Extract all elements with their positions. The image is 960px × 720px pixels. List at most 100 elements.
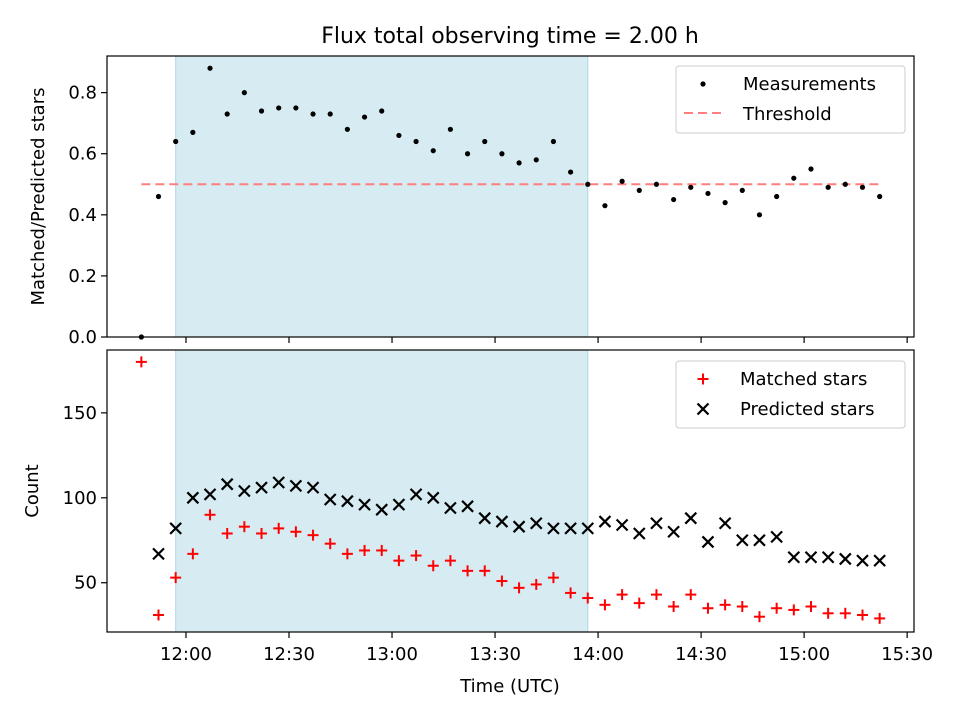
predicted-point xyxy=(375,503,389,516)
matched-point xyxy=(702,602,714,614)
x-stroke xyxy=(856,554,869,567)
matched-point xyxy=(788,604,800,616)
measurement-point xyxy=(722,200,728,206)
matched-point xyxy=(496,575,508,587)
predicted-point xyxy=(547,522,560,535)
y-tick-label: 50 xyxy=(74,573,97,594)
top-y-axis-label: Matched/Predicted stars xyxy=(28,88,49,306)
y-tick-label: 150 xyxy=(63,403,97,424)
x-stroke xyxy=(409,488,423,501)
matched-point xyxy=(565,587,577,599)
x-stroke xyxy=(495,515,509,528)
matched-point xyxy=(771,602,783,614)
bottom-observing-window xyxy=(175,349,589,633)
x-stroke xyxy=(341,494,354,508)
measurement-point xyxy=(705,190,711,197)
matched-point xyxy=(599,599,611,611)
y-tick-label: 0.2 xyxy=(68,266,97,287)
matched-point xyxy=(753,611,765,623)
legend-measurements-label: Measurements xyxy=(743,74,876,95)
measurement-point xyxy=(585,181,591,187)
bottom-y-ticks: 50 100 150 xyxy=(63,403,107,594)
legend-measurements-marker xyxy=(700,81,706,87)
matched-point xyxy=(359,544,371,556)
x-stroke xyxy=(667,525,680,539)
matched-point xyxy=(668,601,680,613)
predicted-point xyxy=(478,511,492,525)
measurement-point xyxy=(241,90,247,96)
measurement-point xyxy=(653,181,660,187)
measurement-point xyxy=(791,175,797,181)
matched-point xyxy=(719,599,731,611)
y-tick-label: 100 xyxy=(63,488,97,509)
x-stroke xyxy=(529,516,543,530)
measurement-point xyxy=(464,151,471,157)
x-stroke xyxy=(220,477,234,491)
y-tick-label: 0.8 xyxy=(68,83,97,104)
predicted-point xyxy=(238,484,251,498)
top-legend-box xyxy=(675,65,906,134)
matched-point xyxy=(444,555,456,567)
predicted-point xyxy=(461,500,474,513)
matched-point xyxy=(530,578,542,590)
top-x-ticks xyxy=(185,337,908,343)
predicted-point xyxy=(529,516,543,530)
matched-point xyxy=(290,526,302,538)
measurement-point xyxy=(877,193,883,200)
measurement-point xyxy=(482,138,488,145)
x-stroke xyxy=(375,503,389,516)
predicted-point xyxy=(444,501,457,515)
matched-point xyxy=(410,550,422,562)
legend-matched-marker xyxy=(697,373,709,385)
predicted-point xyxy=(684,511,698,525)
matched-point xyxy=(839,607,851,619)
matched-point xyxy=(616,589,628,601)
predicted-point xyxy=(615,518,629,532)
x-stroke xyxy=(186,491,200,505)
predicted-point xyxy=(323,493,337,506)
top-marks xyxy=(138,65,883,340)
top-axes-frame xyxy=(106,55,915,338)
x-stroke xyxy=(169,522,182,535)
x-stroke xyxy=(203,488,217,501)
predicted-point xyxy=(598,515,612,528)
predicted-point xyxy=(341,494,354,508)
measurement-point xyxy=(859,184,866,190)
x-stroke xyxy=(839,552,852,566)
predicted-point xyxy=(220,477,234,491)
x-stroke xyxy=(650,516,663,530)
x-stroke xyxy=(696,402,710,416)
x-tick-label: 12:30 xyxy=(263,644,315,665)
x-stroke xyxy=(718,516,732,530)
x-stroke xyxy=(598,515,612,528)
predicted-point xyxy=(839,552,852,566)
predicted-point xyxy=(701,535,715,549)
matched-point xyxy=(736,601,748,613)
matched-point xyxy=(324,538,336,550)
x-stroke xyxy=(873,554,886,567)
x-tick-label: 14:30 xyxy=(675,644,727,665)
matched-point xyxy=(135,356,147,368)
predicted-point xyxy=(512,520,526,533)
predicted-point xyxy=(203,488,217,501)
matched-point xyxy=(547,572,559,584)
predicted-point xyxy=(409,488,423,501)
x-stroke xyxy=(547,522,560,535)
x-stroke xyxy=(272,476,285,489)
top-y-ticks: 0.0 0.2 0.4 0.6 0.8 xyxy=(68,83,107,348)
matched-point xyxy=(685,589,697,601)
x-stroke xyxy=(238,484,251,498)
x-stroke xyxy=(684,511,698,525)
x-stroke xyxy=(289,479,303,493)
measurement-point xyxy=(602,203,608,209)
x-stroke xyxy=(581,522,595,535)
measurement-point xyxy=(825,184,831,190)
x-stroke xyxy=(564,522,577,535)
measurement-point xyxy=(379,108,385,114)
measurement-point xyxy=(310,111,316,117)
top-panel: 0.00.20.40.60.8 Matched/Predicted stars … xyxy=(28,55,915,348)
measurement-point xyxy=(396,132,402,139)
x-stroke xyxy=(701,535,715,549)
